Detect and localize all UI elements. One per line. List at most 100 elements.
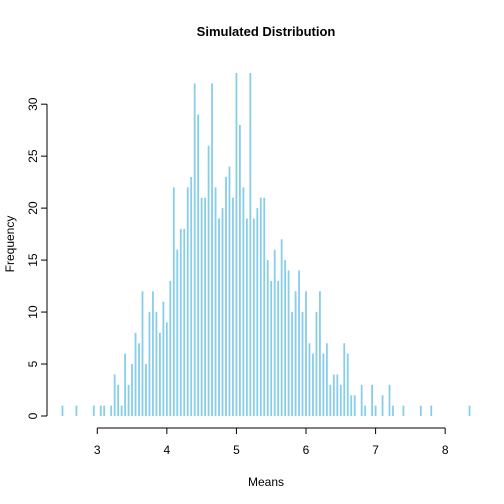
histogram-bar (99, 405, 102, 416)
x-tick-label: 6 (303, 443, 310, 457)
histogram-bar (179, 228, 182, 416)
histogram-bar (61, 405, 64, 416)
histogram-bar (353, 395, 356, 416)
histogram-bar (145, 364, 147, 416)
histogram-bar (329, 384, 332, 416)
histogram-bar (371, 384, 374, 416)
histogram-bar (430, 405, 433, 416)
histogram-bar (193, 83, 196, 416)
histogram-bar (75, 405, 78, 416)
x-axis-label: Means (248, 475, 284, 489)
histogram-bar (207, 145, 210, 416)
histogram-bar (148, 312, 151, 416)
histogram-bars (61, 73, 471, 416)
histogram-bar (360, 384, 363, 416)
x-axis: 3 4 5 6 7 8 (94, 427, 449, 457)
histogram-bar (141, 291, 144, 416)
histogram-bar (346, 353, 349, 416)
histogram-bar (204, 197, 207, 416)
histogram-bar (245, 218, 248, 416)
histogram-bar (155, 312, 158, 416)
histogram-bar (221, 208, 224, 416)
histogram-bar (200, 197, 203, 416)
histogram-bar (319, 291, 321, 416)
histogram-bar (176, 249, 179, 416)
histogram-bar (277, 280, 280, 416)
histogram-bar (325, 343, 328, 416)
x-tick-label: 7 (372, 443, 379, 457)
histogram-bar (124, 353, 127, 416)
histogram-bar (110, 405, 113, 416)
y-axis-label: Frequency (3, 216, 17, 273)
histogram-bar (301, 312, 304, 416)
x-tick-label: 5 (233, 443, 240, 457)
histogram-bar (232, 197, 234, 416)
histogram-bar (280, 239, 283, 416)
histogram-bar (239, 124, 241, 416)
histogram-bar (172, 187, 175, 416)
y-tick-label: 15 (26, 253, 40, 267)
histogram-bar (190, 176, 193, 416)
histogram-bar (388, 384, 391, 416)
histogram-bar (392, 405, 394, 416)
histogram-bar (228, 166, 231, 416)
histogram-bar (402, 405, 405, 416)
histogram-bar (186, 187, 189, 416)
histogram-bar (339, 384, 342, 416)
histogram-bar (225, 176, 227, 416)
x-tick-label: 3 (94, 443, 101, 457)
histogram-bar (214, 187, 217, 416)
histogram-bar (113, 374, 116, 416)
histogram-bar (165, 322, 168, 416)
histogram-bar (242, 187, 245, 416)
histogram-bar (332, 374, 335, 416)
histogram-bar (364, 405, 367, 416)
histogram-bar (322, 353, 325, 416)
histogram-bar (235, 73, 238, 416)
histogram-bar (127, 384, 130, 416)
y-tick-label: 5 (26, 360, 40, 367)
histogram-bar (312, 353, 314, 416)
y-tick-label: 0 (26, 412, 40, 419)
histogram-bar (287, 270, 290, 416)
y-axis: 0 5 10 15 20 25 30 (26, 97, 48, 419)
histogram-bar (298, 270, 300, 416)
histogram-bar (138, 343, 140, 416)
histogram-bar (259, 197, 262, 416)
histogram-bar (152, 291, 154, 416)
histogram-bar (294, 291, 297, 416)
histogram-bar (197, 114, 200, 416)
histogram-bar (270, 280, 273, 416)
histogram-bar (117, 384, 120, 416)
histogram-bar (263, 197, 266, 416)
histogram-bar (291, 312, 293, 416)
y-tick-label: 25 (26, 149, 40, 163)
histogram-bar (183, 228, 186, 416)
y-tick-label: 10 (26, 305, 40, 319)
histogram-bar (169, 280, 172, 416)
histogram-bar (308, 343, 311, 416)
histogram-bar (336, 374, 339, 416)
histogram-bar (284, 260, 287, 416)
histogram-bar (211, 83, 213, 416)
chart-title: Simulated Distribution (197, 24, 336, 39)
x-tick-label: 8 (442, 443, 449, 457)
y-tick-label: 20 (26, 201, 40, 215)
histogram-bar (218, 218, 220, 416)
histogram-bar (256, 208, 259, 416)
histogram-bar (120, 405, 123, 416)
histogram-bar (158, 332, 161, 416)
histogram-bar (350, 395, 353, 416)
histogram-bar (134, 332, 137, 416)
y-tick-label: 30 (26, 97, 40, 111)
histogram-bar (381, 395, 384, 416)
histogram-bar (103, 405, 106, 416)
histogram-bar (273, 249, 276, 416)
histogram-bar (92, 405, 95, 416)
histogram-bar (343, 343, 346, 416)
histogram-bar (162, 301, 165, 416)
histogram-bar (249, 73, 252, 416)
histogram-bar (266, 260, 269, 416)
histogram-bar (305, 291, 307, 416)
